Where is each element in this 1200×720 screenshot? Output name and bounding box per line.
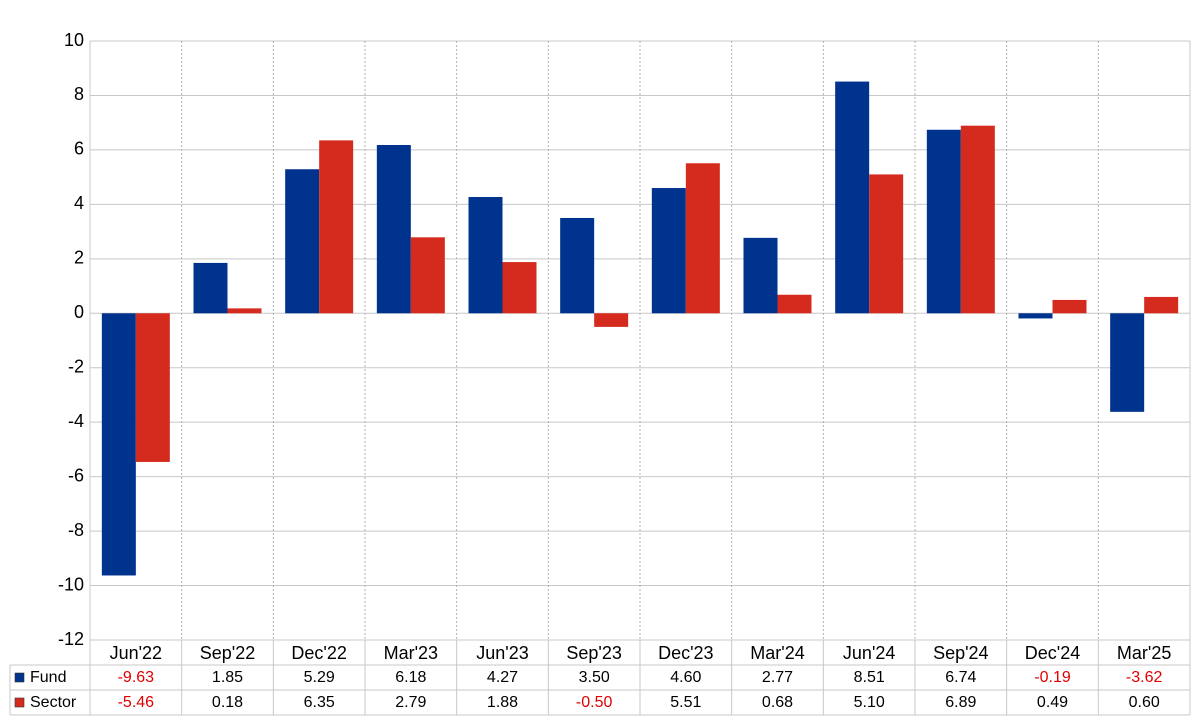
table-value: 6.35 [304, 694, 335, 711]
x-tick-label: Jun'22 [110, 643, 162, 663]
x-tick-label: Mar'25 [1117, 643, 1171, 663]
x-tick-label: Jun'24 [843, 643, 895, 663]
bar [926, 129, 961, 314]
bar [777, 294, 812, 314]
table-value: 1.85 [212, 669, 243, 686]
table-value: 5.29 [304, 669, 335, 686]
x-tick-label: Mar'24 [750, 643, 804, 663]
x-tick-label: Dec'23 [658, 643, 713, 663]
table-value: -0.19 [1034, 669, 1071, 686]
table-value: 6.18 [395, 669, 426, 686]
legend-swatch [14, 672, 25, 683]
table-value: 4.60 [670, 669, 701, 686]
y-tick-label: -4 [68, 411, 84, 431]
table-value: 3.50 [579, 669, 610, 686]
x-tick-label: Dec'22 [291, 643, 346, 663]
legend-label: Fund [30, 669, 66, 686]
bar [594, 313, 629, 327]
bar [1110, 313, 1145, 412]
table-value: 0.18 [212, 694, 243, 711]
y-tick-label: 0 [74, 302, 84, 322]
y-tick-label: 4 [74, 193, 84, 213]
bar [227, 308, 262, 314]
bar [376, 145, 411, 314]
bar [193, 262, 228, 314]
bar [743, 237, 778, 314]
y-tick-label: -2 [68, 356, 84, 376]
table-value: 1.88 [487, 694, 518, 711]
x-tick-label: Mar'23 [384, 643, 438, 663]
y-tick-label: 10 [64, 30, 84, 50]
y-tick-label: 6 [74, 139, 84, 159]
table-value: 0.60 [1129, 694, 1160, 711]
bar [651, 188, 686, 314]
bar [960, 125, 995, 314]
table-value: 6.74 [945, 669, 976, 686]
y-tick-label: 8 [74, 84, 84, 104]
bar [1018, 313, 1053, 319]
bar [101, 313, 136, 576]
bar [468, 197, 503, 314]
x-tick-label: Jun'23 [476, 643, 528, 663]
table-value: 5.51 [670, 694, 701, 711]
table-value: 0.68 [762, 694, 793, 711]
legend-label: Sector [30, 694, 77, 711]
y-tick-label: -6 [68, 465, 84, 485]
y-tick-label: -8 [68, 520, 84, 540]
table-value: 6.89 [945, 694, 976, 711]
table-value: -5.46 [118, 694, 155, 711]
x-tick-label: Sep'24 [933, 643, 989, 663]
table-value: -0.50 [576, 694, 613, 711]
table-value: 0.49 [1037, 694, 1068, 711]
x-tick-label: Dec'24 [1025, 643, 1080, 663]
bar [285, 169, 320, 314]
table-value: 2.77 [762, 669, 793, 686]
y-tick-label: -10 [58, 574, 84, 594]
y-tick-label: -12 [58, 629, 84, 649]
bar [835, 81, 870, 314]
table-value: 2.79 [395, 694, 426, 711]
table-value: 8.51 [854, 669, 885, 686]
bar [502, 262, 537, 314]
table-value: -9.63 [118, 669, 155, 686]
bar [1144, 296, 1179, 314]
table-value: 4.27 [487, 669, 518, 686]
bar [410, 237, 445, 314]
table-value: 5.10 [854, 694, 885, 711]
legend-swatch [14, 697, 25, 708]
bar [560, 217, 595, 314]
table-value: -3.62 [1126, 669, 1163, 686]
x-tick-label: Sep'23 [566, 643, 622, 663]
bar [869, 174, 904, 314]
bar [135, 313, 170, 462]
bar [319, 140, 354, 314]
y-tick-label: 2 [74, 248, 84, 268]
bar [685, 163, 720, 314]
x-tick-label: Sep'22 [200, 643, 256, 663]
bar [1052, 299, 1087, 314]
